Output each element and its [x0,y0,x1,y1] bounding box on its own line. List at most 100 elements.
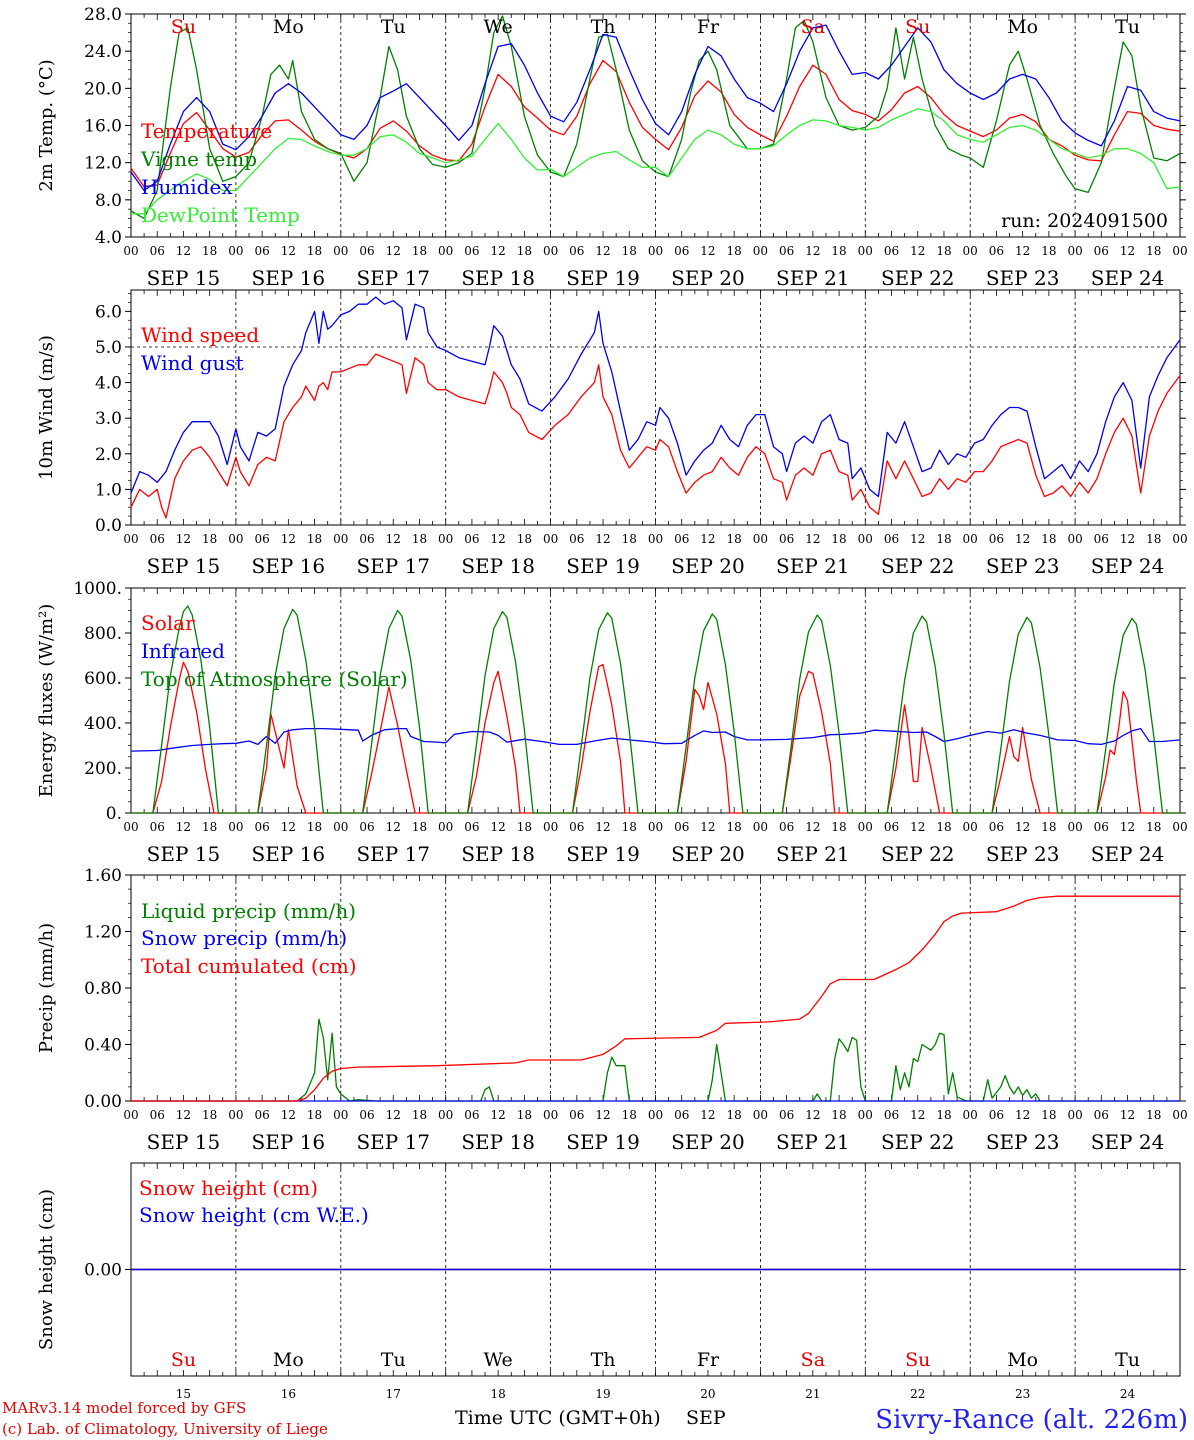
hour-label: 12 [700,820,715,834]
day-name: Su [905,16,930,38]
day-number: 18 [491,1387,506,1401]
day-number: 22 [910,1387,925,1401]
hour-label: 18 [1041,1108,1056,1122]
hour-label: 00 [543,820,558,834]
hour-label: 00 [543,244,558,258]
hour-label: 18 [936,820,951,834]
hour-label: 12 [1015,532,1030,546]
y-tick-label: 1.60 [84,866,122,886]
lab-credit: (c) Lab. of Climatology, University of L… [2,1420,328,1438]
day-number: 20 [700,1387,715,1401]
y-axis-title: Energy fluxes (W/m²) [36,604,57,798]
hour-label: 18 [936,532,951,546]
hour-label: 00 [543,1108,558,1122]
day-number: 23 [1015,1387,1030,1401]
hour-label: 00 [333,532,348,546]
hour-label: 00 [228,244,243,258]
hour-label: 00 [333,244,348,258]
y-tick-label: 28.0 [84,5,122,25]
date-label: SEP 19 [566,1130,640,1154]
day-name: Mo [1007,16,1038,38]
date-label: SEP 21 [776,1130,850,1154]
hour-label: 18 [622,532,637,546]
y-tick-label: 1.20 [84,923,122,943]
x-axis-title: Time UTC (GMT+0h) [455,1407,661,1429]
hour-label: 18 [727,244,742,258]
hour-label: 00 [753,820,768,834]
hour-label: 00 [648,1108,663,1122]
hour-label: 00 [963,1108,978,1122]
day-number: 24 [1120,1387,1136,1401]
hour-label: 12 [1015,820,1030,834]
hour-label: 06 [1094,532,1109,546]
date-label: SEP 22 [881,842,955,866]
date-label: SEP 19 [566,266,640,290]
hour-label: 12 [805,532,820,546]
legend-entry: Infrared [141,639,225,663]
day-name: Mo [1007,1349,1038,1371]
date-label: SEP 17 [356,842,430,866]
hour-label: 06 [254,532,269,546]
hour-label: 00 [438,820,453,834]
series-line-top-of-atmosphere-solar- [131,605,1180,814]
hour-label: 12 [386,820,401,834]
date-label: SEP 17 [356,554,430,578]
hour-label: 00 [1067,1108,1082,1122]
hour-label: 12 [910,532,925,546]
hour-label: 00 [123,244,138,258]
date-label: SEP 20 [671,842,745,866]
y-axis-title: Precip (mm/h) [36,923,57,1053]
legend-entry: Solar [141,611,195,635]
hour-label: 00 [1172,820,1187,834]
hour-label: 12 [491,1108,506,1122]
hour-label: 18 [412,820,427,834]
hour-label: 18 [622,1108,637,1122]
y-tick-label: 6.0 [95,302,122,322]
day-name: Sa [801,1349,825,1371]
hour-label: 12 [805,244,820,258]
hour-label: 12 [700,532,715,546]
hour-label: 00 [753,1108,768,1122]
hour-label: 18 [727,1108,742,1122]
hour-label: 06 [359,532,374,546]
hour-label: 06 [569,1108,584,1122]
day-name: Fr [697,16,720,38]
legend-entry: Humidex [141,175,233,199]
hour-label: 00 [963,532,978,546]
date-label: SEP 24 [1091,842,1165,866]
date-label: SEP 22 [881,1130,955,1154]
hour-label: 12 [910,820,925,834]
hour-label: 06 [779,244,794,258]
hour-label: 00 [123,820,138,834]
hour-label: 12 [595,1108,610,1122]
day-name: We [484,16,513,38]
date-label: SEP 20 [671,554,745,578]
hour-label: 06 [989,532,1004,546]
series-line-wind-speed [130,353,1181,519]
hour-label: 00 [858,532,873,546]
hour-label: 12 [491,532,506,546]
date-label: SEP 21 [776,266,850,290]
day-name: Tu [1115,16,1140,38]
hour-label: 18 [412,244,427,258]
station-title: Sivry-Rance (alt. 226m) [875,1405,1188,1435]
hour-label: 18 [307,532,322,546]
hour-label: 00 [1067,244,1082,258]
y-tick-label: 800. [84,624,122,644]
hour-label: 12 [1015,244,1030,258]
legend-entry: DewPoint Temp [141,203,300,227]
hour-label: 18 [1146,532,1161,546]
hour-label: 18 [307,1108,322,1122]
y-tick-label: 20.0 [84,79,122,99]
day-number: 19 [595,1387,610,1401]
day-name: Th [591,1349,616,1371]
y-tick-label: 2.0 [95,445,122,465]
date-label: SEP 23 [986,266,1060,290]
legend-entry: Wind gust [141,351,244,375]
date-label: SEP 18 [461,1130,535,1154]
date-label: SEP 15 [147,266,221,290]
hour-label: 12 [386,532,401,546]
hour-label: 18 [1146,820,1161,834]
date-label: SEP 17 [356,1130,430,1154]
hour-label: 06 [464,244,479,258]
